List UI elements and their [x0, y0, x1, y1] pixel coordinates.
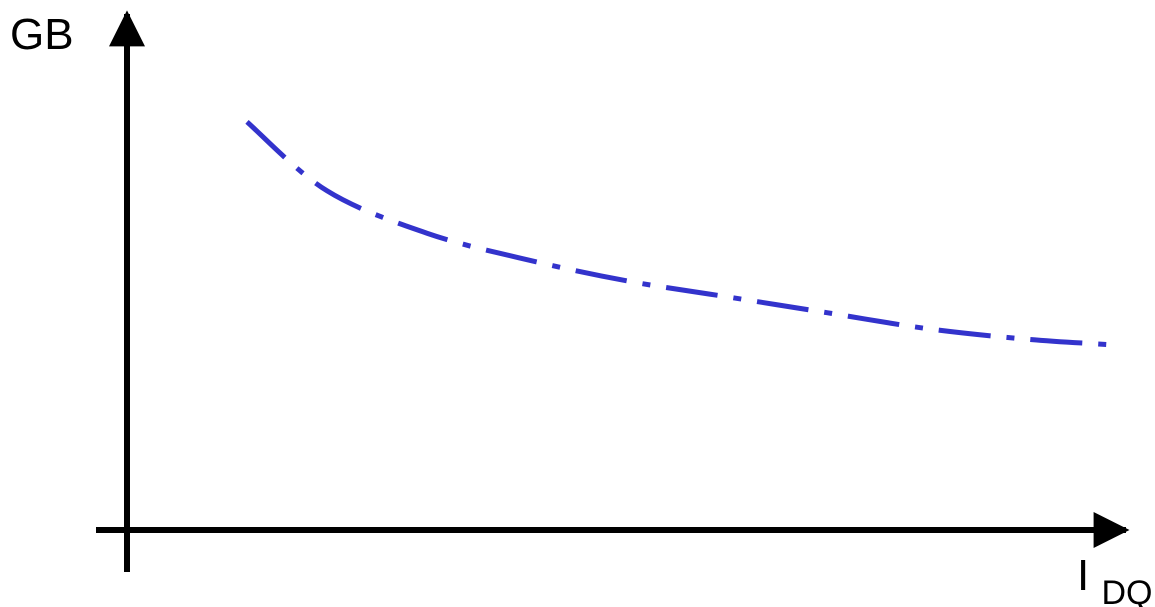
x-axis-label: I DQ	[1077, 551, 1152, 607]
series-line-0	[245, 120, 1108, 347]
x-axis-label-subscript: DQ	[1101, 574, 1152, 607]
x-axis-label-main: I	[1077, 551, 1089, 600]
y-axis-label: GB	[10, 10, 74, 59]
